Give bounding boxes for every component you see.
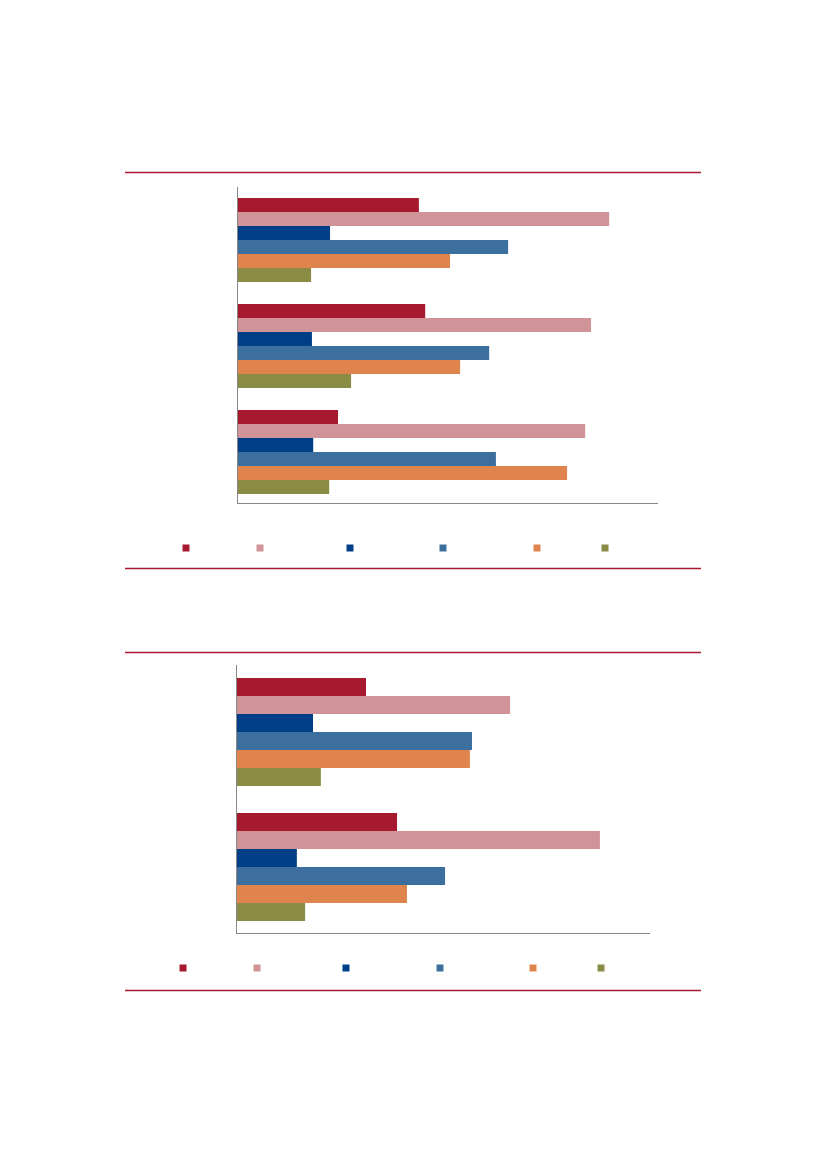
bar xyxy=(237,438,314,452)
legend-marker xyxy=(597,964,605,972)
legend-marker xyxy=(253,964,261,972)
bar xyxy=(236,885,407,903)
legend-marker xyxy=(182,544,190,552)
bar xyxy=(236,867,446,885)
legend-marker xyxy=(346,544,354,552)
bar xyxy=(237,466,568,480)
bar xyxy=(237,268,312,282)
legend-marker xyxy=(342,964,350,972)
bar xyxy=(237,360,461,374)
bar xyxy=(237,212,610,226)
legend-marker xyxy=(533,544,541,552)
bar xyxy=(237,424,586,438)
bar xyxy=(237,198,419,212)
bar xyxy=(236,903,306,921)
bar xyxy=(237,346,490,360)
legend-marker xyxy=(439,544,447,552)
legend-marker xyxy=(601,544,609,552)
bar xyxy=(237,254,451,268)
bar xyxy=(236,849,297,867)
bar xyxy=(236,678,366,696)
bar xyxy=(237,332,312,346)
bar xyxy=(237,452,496,466)
legend-marker xyxy=(256,544,264,552)
legend-marker xyxy=(529,964,537,972)
bar xyxy=(237,480,330,494)
bar xyxy=(237,318,592,332)
bar xyxy=(236,732,472,750)
bar xyxy=(236,831,600,849)
bar xyxy=(237,240,509,254)
bar xyxy=(236,768,321,786)
bar xyxy=(236,714,314,732)
bar xyxy=(237,374,352,388)
bar xyxy=(236,813,398,831)
bar xyxy=(236,750,470,768)
bar xyxy=(237,410,339,424)
bar xyxy=(237,304,426,318)
bar xyxy=(236,696,511,714)
bar xyxy=(237,226,331,240)
legend-marker xyxy=(436,964,444,972)
legend-marker xyxy=(179,964,187,972)
